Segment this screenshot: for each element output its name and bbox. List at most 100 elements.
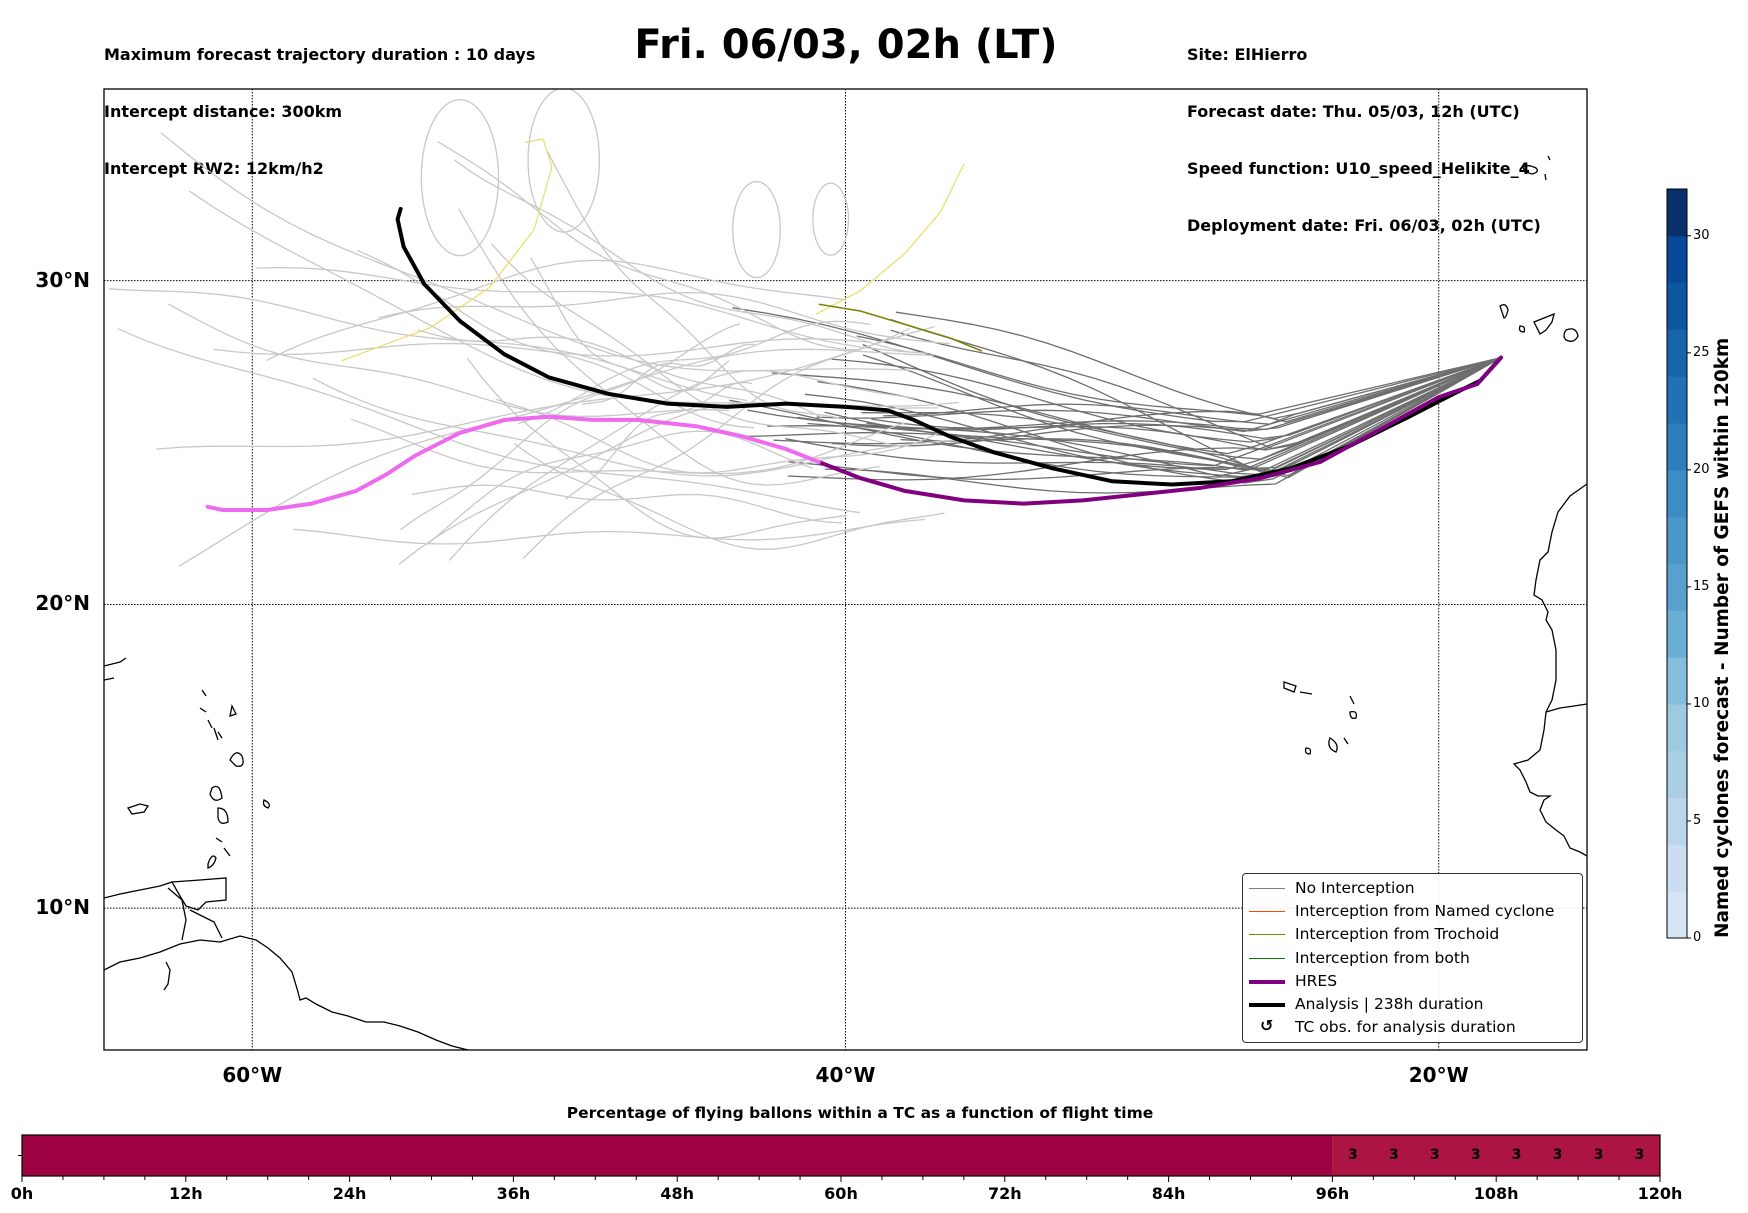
run-parameters: Maximum forecast trajectory duration : 1…: [104, 7, 535, 197]
trajectory-no-interception-late: [466, 357, 847, 539]
tc-bar-cell-value: 3: [1470, 1147, 1481, 1163]
colorbar-tick-label: 25: [1693, 344, 1710, 360]
ensemble-trajectories: [109, 89, 1502, 567]
trajectory-no-interception-late: [547, 151, 839, 419]
trajectory-no-interception-late: [426, 430, 813, 545]
colorbar-tick-label: 5: [1693, 812, 1702, 828]
colorbar-level: [1667, 329, 1687, 377]
legend-item: Analysis | 238h duration: [1243, 994, 1582, 1016]
max-duration-text: Maximum forecast trajectory duration : 1…: [104, 45, 536, 64]
colorbar-tick-label: 15: [1693, 578, 1710, 594]
trajectory-no-interception-late: [109, 288, 748, 402]
trajectory-no-interception: [734, 356, 1502, 467]
colorbar-level: [1667, 376, 1687, 424]
tc-bar-tick-label: 24h: [332, 1184, 367, 1203]
trajectory-no-interception-late: [458, 208, 880, 486]
trajectory-no-interception-late: [160, 132, 910, 372]
page-title: Fri. 06/03, 02h (LT): [634, 22, 1058, 68]
deployment-date-text: Deployment date: Fri. 06/03, 02h (UTC): [1187, 216, 1541, 235]
trajectory-loop: [527, 89, 601, 233]
coastline-madeira: [1522, 155, 1551, 181]
speed-function-text: Speed function: U10_speed_Helikite_4: [1187, 159, 1530, 178]
colorbar-level: [1667, 423, 1687, 471]
tc-bar-cell-value: 3: [1388, 1147, 1399, 1163]
gridlines: [104, 89, 1587, 1050]
colorbar-tick-label: 20: [1693, 461, 1710, 477]
coastline-south-america-inland: [163, 961, 171, 991]
trajectory-no-interception-late: [117, 328, 860, 514]
coastline-west-africa: [1512, 483, 1587, 857]
trajectory-no-interception-late: [513, 442, 945, 550]
trajectory-no-interception-late: [495, 398, 940, 474]
colorbar-level: [1667, 235, 1687, 284]
trajectory-no-interception: [788, 357, 1502, 481]
trajectory-loop: [732, 180, 781, 279]
legend-label: No Interception: [1295, 879, 1415, 897]
colorbar-level: [1667, 844, 1687, 892]
colorbar: [1666, 188, 1691, 939]
trajectory-no-interception-late: [490, 243, 899, 447]
colorbar-level: [1667, 610, 1687, 658]
trajectory-no-interception: [816, 356, 1502, 433]
colorbar-level: [1667, 469, 1687, 518]
legend-swatch: [1249, 911, 1285, 913]
trajectory-loop: [812, 182, 850, 256]
coastline-gambia: [1545, 703, 1587, 713]
tc-bar-tick-label: 84h: [1151, 1184, 1186, 1203]
map-frame: [103, 88, 1588, 1051]
colorbar-tick-label: 30: [1693, 227, 1710, 243]
tc-bar-tick-label: 12h: [168, 1184, 203, 1203]
lon-tick-label: 40°W: [815, 1063, 876, 1087]
legend-swatch: [1249, 934, 1285, 936]
site-info: Site: ElHierro Forecast date: Thu. 05/03…: [1187, 7, 1541, 254]
tc-obs-icon: ↺: [1260, 1016, 1274, 1036]
trajectory-no-interception-late: [564, 381, 753, 500]
trajectory-no-interception-late: [378, 291, 950, 345]
trajectory-no-interception-late: [156, 326, 935, 450]
legend-label: Interception from Trochoid: [1295, 925, 1500, 944]
trajectory-after-interception: [341, 138, 553, 362]
trajectory-no-interception: [883, 356, 1502, 425]
tc-bar-cell-value: 3: [1348, 1147, 1358, 1163]
colorbar-level: [1667, 189, 1687, 237]
coastline-cape-verde: [1283, 681, 1358, 755]
trajectory-after-interception: [815, 163, 965, 315]
lon-tick-label: 20°W: [1408, 1063, 1469, 1087]
colorbar-level: [1667, 750, 1687, 799]
colorbar-level: [1667, 797, 1687, 845]
trajectory-no-interception: [787, 356, 1502, 481]
legend-item: Interception from both: [1243, 948, 1582, 970]
tc-bar-tick-label: 48h: [660, 1184, 695, 1203]
legend: No Interception Interception from Named c…: [1242, 873, 1583, 1043]
lat-tick-label: 20°N: [35, 591, 90, 616]
colorbar-tick-label: 0: [1693, 930, 1702, 945]
legend-swatch: [1249, 888, 1285, 889]
tc-bar-tick-label: 96h: [1315, 1184, 1350, 1203]
legend-label: Interception from Named cyclone: [1295, 902, 1555, 921]
trajectory-no-interception: [732, 307, 1502, 423]
colorbar-tick-label: 10: [1693, 695, 1710, 711]
legend-item: ↺ TC obs. for analysis duration: [1243, 1016, 1582, 1039]
colorbar-level: [1667, 516, 1687, 564]
trajectory-no-interception: [890, 318, 1502, 478]
coastline-canary-islands: [1499, 304, 1579, 342]
main-trajectories: [205, 206, 1503, 512]
legend-swatch: [1249, 1003, 1285, 1007]
trajectory-no-interception-late: [293, 518, 926, 545]
legend-label: TC obs. for analysis duration: [1295, 1018, 1516, 1037]
colorbar-label: Named cyclones forecast - Number of GEFS…: [1712, 337, 1733, 938]
trajectory-no-interception-late: [411, 484, 843, 524]
tc-bar-segment: [1332, 1135, 1660, 1176]
colorbar-level: [1667, 563, 1687, 611]
trajectory-no-interception-late: [453, 159, 910, 353]
legend-item: Interception from Named cyclone: [1243, 901, 1582, 923]
colorbar-level: [1667, 282, 1687, 330]
tc-bar-title: Percentage of flying ballons within a TC…: [566, 1104, 1154, 1122]
coastline-lesser-antilles: [104, 657, 270, 869]
colorbar-frame: [1666, 188, 1688, 939]
tc-bar-tick-label: 120h: [1637, 1184, 1683, 1203]
tc-bar-cell-value: 3: [1634, 1147, 1645, 1163]
trajectory-no-interception: [900, 357, 1502, 472]
lat-tick-label: 10°N: [35, 895, 90, 920]
